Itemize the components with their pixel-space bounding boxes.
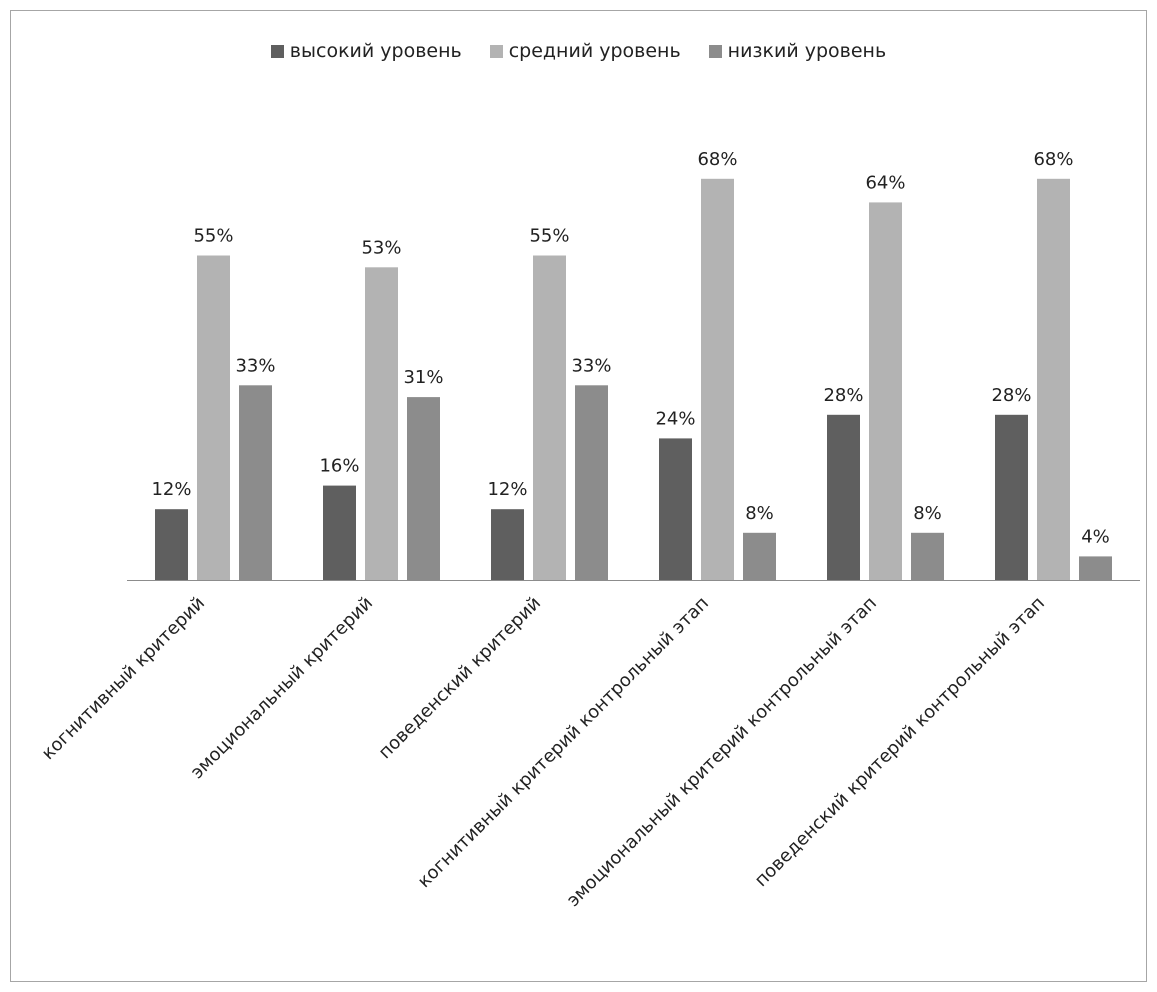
bar-3-2	[743, 532, 776, 580]
bar-3-1	[701, 178, 734, 581]
bar-1-2	[407, 397, 440, 580]
bar-2-2	[575, 385, 608, 580]
legend: высокий уровень средний уровень низкий у…	[0, 40, 1157, 62]
data-label-3-2: 8%	[745, 503, 774, 524]
bar-3-0	[659, 438, 692, 580]
data-label-3-1: 68%	[697, 149, 737, 170]
data-label-1-0: 16%	[319, 456, 359, 477]
legend-label-low: низкий уровень	[727, 40, 887, 62]
data-label-1-1: 53%	[361, 237, 401, 258]
data-label-5-2: 4%	[1081, 526, 1110, 547]
legend-label-medium: средний уровень	[508, 40, 681, 62]
bar-5-1	[1037, 178, 1070, 581]
data-label-4-2: 8%	[913, 503, 942, 524]
bar-1-1	[365, 267, 398, 580]
bar-4-2	[911, 532, 944, 580]
bar-2-1	[533, 255, 566, 580]
data-label-4-0: 28%	[823, 385, 863, 406]
data-label-0-1: 55%	[193, 226, 233, 247]
bar-4-1	[869, 202, 902, 580]
bar-0-0	[155, 509, 188, 580]
bar-4-0	[827, 414, 860, 580]
bar-5-0	[995, 414, 1028, 580]
bar-2-0	[491, 509, 524, 580]
data-label-4-1: 64%	[865, 172, 905, 193]
data-label-3-0: 24%	[655, 408, 695, 429]
bar-1-0	[323, 485, 356, 580]
legend-item-medium: средний уровень	[489, 40, 681, 62]
bar-0-2	[239, 385, 272, 580]
category-label-3: когнитивный критерий контрольный этап	[414, 593, 713, 892]
bar-0-1	[197, 255, 230, 580]
category-label-2: поведенский критерий	[375, 593, 545, 763]
category-label-5: поведенский критерий контрольный этап	[751, 593, 1049, 891]
data-label-0-2: 33%	[235, 355, 275, 376]
legend-item-low: низкий уровень	[708, 40, 887, 62]
data-label-1-2: 31%	[403, 367, 443, 388]
category-label-4: эмоциональный критерий контрольный этап	[563, 593, 881, 911]
data-label-5-0: 28%	[991, 385, 1031, 406]
data-label-2-0: 12%	[487, 479, 527, 500]
data-label-2-1: 55%	[529, 226, 569, 247]
data-label-2-2: 33%	[571, 355, 611, 376]
category-label-0: когнитивный критерий	[38, 593, 209, 764]
data-label-0-0: 12%	[151, 479, 191, 500]
data-label-5-1: 68%	[1033, 149, 1073, 170]
legend-swatch-medium	[489, 44, 503, 58]
legend-label-high: высокий уровень	[289, 40, 462, 62]
legend-swatch-low	[708, 44, 722, 58]
category-label-1: эмоциональный критерий	[187, 593, 377, 783]
legend-item-high: высокий уровень	[270, 40, 462, 62]
bar-5-2	[1079, 556, 1112, 580]
legend-swatch-high	[270, 44, 284, 58]
